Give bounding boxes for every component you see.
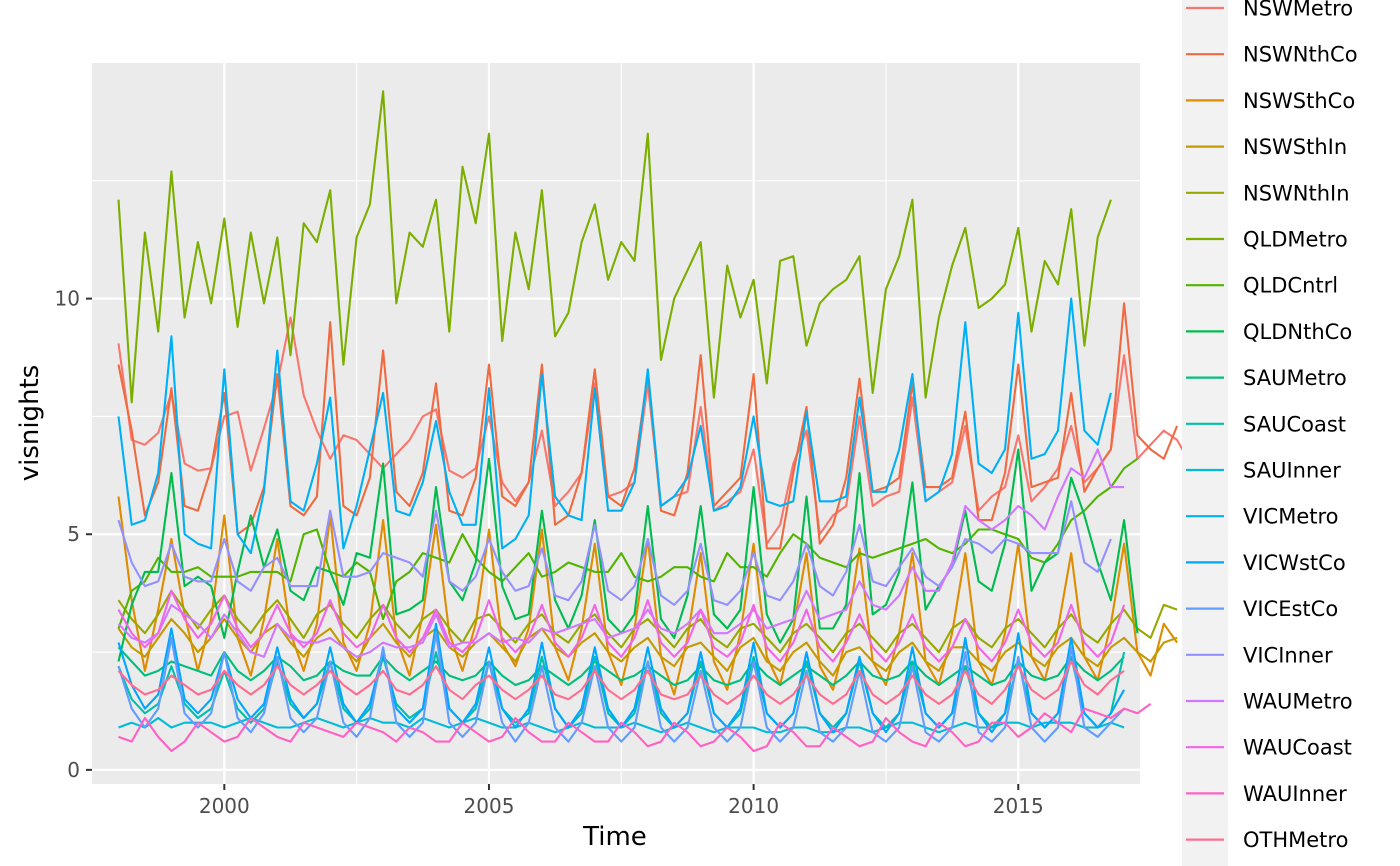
plot-panel (92, 63, 1140, 784)
legend-label: VICWstCo (1243, 551, 1346, 575)
legend-label: VICMetro (1243, 505, 1339, 529)
x-tick-label: 2000 (199, 794, 250, 818)
legend-label: QLDCntrl (1243, 274, 1338, 298)
series-lines (117, 90, 1192, 753)
legend-label: WAUInner (1243, 782, 1347, 806)
legend-label: NSWNthIn (1243, 181, 1350, 205)
legend-label: SAUCoast (1243, 412, 1346, 436)
y-tick-label: 10 (55, 287, 80, 311)
axes: 2000 2005 2010 2015 0 5 10 (55, 287, 1044, 818)
legend-label: NSWNthCo (1243, 43, 1358, 67)
series-line-QLDMetro (117, 90, 1112, 404)
legend-panel (1182, 0, 1228, 866)
series-line-SAUMetro (117, 646, 1125, 687)
legend-label: OTHMetro (1243, 828, 1348, 852)
series-line-WAUCoast (117, 589, 1126, 663)
y-tick-label: 0 (67, 758, 80, 782)
legend-label: VICEstCo (1243, 597, 1338, 621)
legend-label: NSWMetro (1243, 0, 1353, 21)
legend-label: NSWSthCo (1243, 89, 1355, 113)
legend-label: QLDMetro (1243, 228, 1348, 252)
series-line-VICMetro (117, 297, 1112, 555)
legend-label: NSWSthIn (1243, 135, 1347, 159)
legend-label: WAUMetro (1243, 690, 1353, 714)
x-tick-label: 2005 (464, 794, 515, 818)
series-line-WAUInner (118, 703, 1152, 753)
series-line-VICEstCo (117, 632, 1125, 743)
legend-label: SAUInner (1243, 459, 1341, 483)
series-line-NSWSthIn (117, 618, 1178, 677)
y-axis-title: visnights (15, 365, 45, 482)
x-tick-label: 2010 (728, 794, 779, 818)
legend-label: VICInner (1243, 643, 1333, 667)
legend-label: WAUCoast (1243, 736, 1352, 760)
series-line-OTHMetro (117, 660, 1125, 705)
series-line-NSWNthIn (117, 589, 1178, 654)
legend-label: SAUMetro (1243, 366, 1347, 390)
series-line-WAUMetro (117, 448, 1125, 658)
y-tick-label: 5 (67, 522, 80, 546)
legend-label: QLDNthCo (1243, 320, 1352, 344)
x-tick-label: 2015 (993, 794, 1044, 818)
legend: NSWMetro NSWNthCo NSWSthCo NSWSthIn NSWNthIn… (1186, 0, 1358, 852)
x-axis-title: Time (582, 822, 647, 852)
